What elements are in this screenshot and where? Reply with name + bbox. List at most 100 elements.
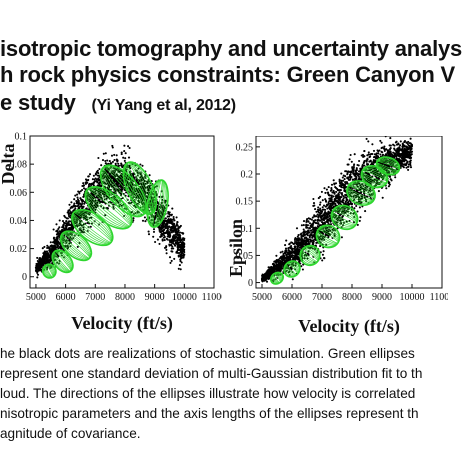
- realization-point: [351, 178, 354, 181]
- realization-point: [334, 204, 337, 207]
- realization-point: [58, 246, 61, 249]
- realization-point: [123, 150, 126, 153]
- realization-point: [409, 154, 412, 158]
- realization-point: [174, 242, 177, 245]
- realization-point: [379, 139, 382, 142]
- realization-point: [338, 195, 341, 198]
- realization-point: [116, 160, 119, 163]
- slide-title-line-1: isotropic tomography and uncertainty ana…: [0, 36, 463, 61]
- realization-point: [169, 261, 172, 264]
- realization-point: [367, 153, 370, 156]
- realization-point: [76, 205, 79, 208]
- realization-point: [293, 254, 296, 257]
- realization-point: [181, 241, 184, 244]
- realization-point: [176, 236, 179, 239]
- realization-point: [340, 192, 344, 195]
- realization-point: [101, 159, 105, 162]
- realization-point: [348, 158, 351, 161]
- realization-point: [302, 228, 305, 231]
- realization-point: [324, 222, 327, 225]
- realization-point: [98, 174, 101, 177]
- realization-point: [344, 181, 347, 184]
- realization-point: [69, 227, 73, 230]
- realization-point: [170, 231, 173, 234]
- realization-point: [164, 246, 168, 249]
- realization-point: [378, 149, 381, 152]
- realization-point: [175, 222, 178, 226]
- x-tick-label: 8000: [115, 292, 135, 303]
- realization-point: [34, 266, 37, 269]
- realization-point: [34, 269, 38, 272]
- realization-point: [290, 241, 293, 244]
- realization-point: [404, 163, 407, 166]
- y-tick-label: 0.08: [10, 160, 28, 171]
- realization-point: [111, 146, 114, 149]
- realization-point: [68, 209, 71, 212]
- realization-point: [113, 153, 116, 156]
- realization-point: [326, 216, 329, 219]
- realization-point: [322, 250, 325, 253]
- realization-point: [282, 254, 285, 257]
- covariance-ellipse: [71, 208, 114, 247]
- plot-frame: [29, 135, 215, 289]
- realization-point: [281, 263, 285, 267]
- realization-point: [296, 235, 299, 238]
- realization-point: [68, 239, 71, 242]
- realization-point: [332, 205, 335, 208]
- y-tick-label: 0.02: [10, 244, 28, 255]
- realization-point: [162, 224, 165, 227]
- realization-point: [160, 229, 163, 233]
- realization-point: [168, 213, 171, 216]
- realization-point: [409, 137, 412, 140]
- realization-point: [171, 236, 174, 239]
- realization-point: [104, 159, 107, 163]
- realization-point: [275, 254, 278, 257]
- realization-point: [297, 258, 300, 261]
- realization-point: [381, 196, 384, 199]
- realization-point: [42, 262, 45, 265]
- realization-point: [345, 199, 348, 202]
- data-layer: [34, 144, 186, 279]
- realization-point: [294, 237, 297, 240]
- slide-title-line-3: e study (Yi Yang et al, 2012): [0, 90, 236, 116]
- realization-point: [373, 153, 376, 156]
- realization-point: [347, 163, 350, 166]
- realization-point: [332, 195, 335, 198]
- realization-point: [183, 245, 186, 249]
- realization-point: [326, 191, 329, 194]
- realization-point: [90, 183, 93, 187]
- realization-point: [121, 188, 124, 191]
- realization-point: [57, 240, 60, 243]
- realization-point: [105, 197, 108, 200]
- realization-point: [172, 224, 175, 227]
- realization-point: [300, 224, 303, 227]
- realization-point: [56, 243, 59, 247]
- realization-point: [175, 216, 178, 219]
- realization-point: [384, 153, 388, 156]
- realization-point: [347, 200, 350, 203]
- realization-point: [367, 163, 370, 166]
- realization-point: [68, 220, 71, 223]
- realization-point: [353, 153, 356, 156]
- realization-point: [388, 148, 392, 151]
- realization-point: [76, 202, 79, 205]
- realization-point: [361, 153, 365, 156]
- realization-point: [87, 179, 90, 182]
- realization-point: [311, 235, 314, 238]
- realization-point: [162, 229, 165, 233]
- realization-point: [358, 219, 361, 222]
- realization-point: [176, 221, 179, 224]
- realization-point: [404, 158, 407, 162]
- realization-point: [400, 164, 403, 167]
- realization-point: [48, 249, 51, 252]
- realization-point: [337, 198, 340, 201]
- realization-point: [302, 220, 306, 223]
- realization-point: [153, 217, 156, 220]
- realization-point: [299, 238, 302, 241]
- realization-point: [116, 180, 119, 183]
- realization-point: [264, 279, 267, 282]
- realization-point: [180, 239, 183, 242]
- realization-point: [387, 153, 390, 156]
- realization-point: [308, 227, 311, 230]
- realization-point: [63, 228, 66, 231]
